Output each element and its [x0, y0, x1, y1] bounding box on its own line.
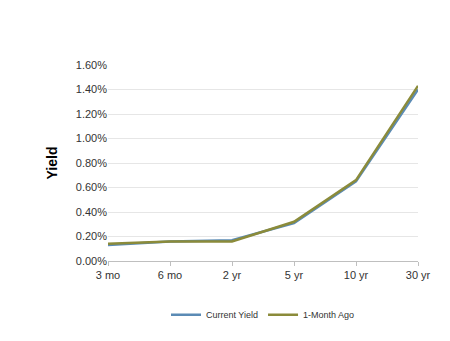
- svg-text:0.20%: 0.20%: [76, 230, 107, 242]
- svg-text:1.20%: 1.20%: [76, 108, 107, 120]
- svg-text:30 yr: 30 yr: [406, 269, 431, 281]
- svg-text:1.60%: 1.60%: [76, 59, 107, 71]
- svg-text:6 mo: 6 mo: [158, 269, 182, 281]
- svg-text:1.00%: 1.00%: [76, 132, 107, 144]
- svg-text:0.00%: 0.00%: [76, 255, 107, 267]
- svg-text:1.40%: 1.40%: [76, 83, 107, 95]
- svg-text:0.60%: 0.60%: [76, 181, 107, 193]
- svg-text:1-Month Ago: 1-Month Ago: [303, 310, 354, 320]
- svg-text:Yield: Yield: [44, 147, 60, 180]
- svg-text:2 yr: 2 yr: [223, 269, 242, 281]
- svg-text:5 yr: 5 yr: [285, 269, 304, 281]
- svg-text:3 mo: 3 mo: [96, 269, 120, 281]
- svg-text:0.80%: 0.80%: [76, 157, 107, 169]
- svg-text:Current Yield: Current Yield: [206, 310, 258, 320]
- svg-text:10 yr: 10 yr: [344, 269, 369, 281]
- svg-text:0.40%: 0.40%: [76, 206, 107, 218]
